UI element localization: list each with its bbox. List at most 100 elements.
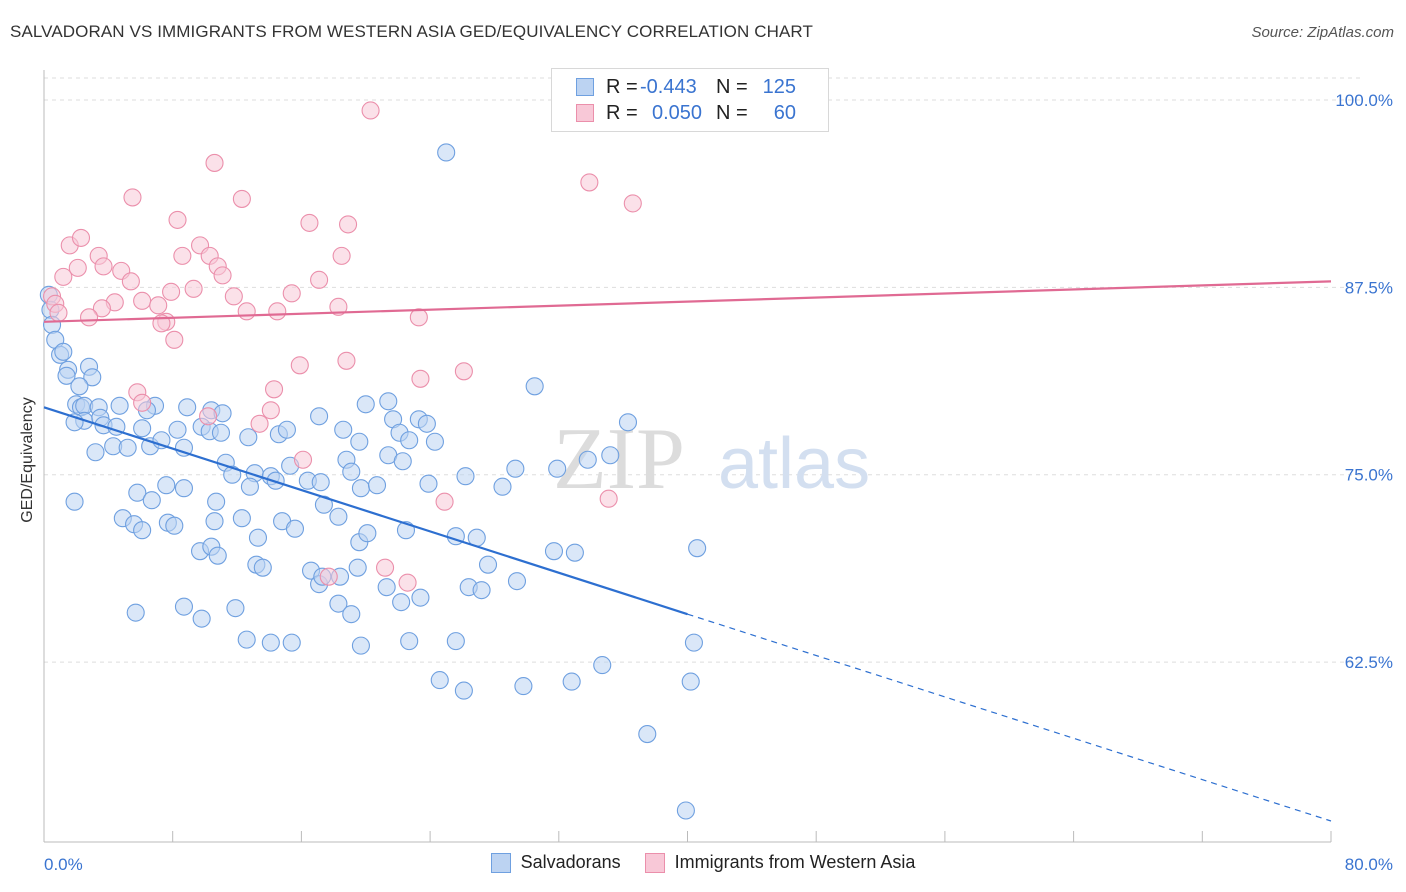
trend-line-salvadorans-extension xyxy=(687,613,1332,822)
point-immigrant xyxy=(54,267,73,286)
point-immigrant xyxy=(310,270,329,289)
point-immigrant xyxy=(184,279,203,298)
point-salvadoran xyxy=(578,450,597,469)
point-salvadoran xyxy=(282,633,301,652)
point-salvadoran xyxy=(419,474,438,493)
point-salvadoran xyxy=(65,492,84,511)
point-salvadoran xyxy=(261,633,280,652)
point-salvadoran xyxy=(393,452,412,471)
point-salvadoran xyxy=(456,467,475,486)
y-axis-title: GED/Equivalency xyxy=(19,397,36,523)
point-immigrant xyxy=(411,369,430,388)
tick-labels: 62.5% 75.0% 87.5% 100.0% 0.0% 80.0% xyxy=(44,91,1393,874)
n-label: N = xyxy=(716,101,748,124)
watermark-atlas: atlas xyxy=(718,424,870,504)
legend-item-immigrants[interactable]: Immigrants from Western Asia xyxy=(644,852,916,873)
point-immigrant xyxy=(149,296,168,315)
point-immigrant xyxy=(213,266,232,285)
point-immigrant xyxy=(376,558,395,577)
point-salvadoran xyxy=(174,597,194,616)
legend-item-salvadorans[interactable]: Salvadorans xyxy=(490,852,621,873)
point-salvadoran xyxy=(329,594,348,613)
point-immigrant xyxy=(173,246,192,265)
n-label: N = xyxy=(716,75,748,98)
point-salvadoran xyxy=(478,555,498,574)
point-salvadoran xyxy=(310,407,329,426)
point-salvadoran xyxy=(126,603,145,622)
point-salvadoran xyxy=(358,524,377,543)
point-salvadoran xyxy=(205,512,224,531)
trend-line-immigrants xyxy=(43,280,1332,323)
y-tick-label: 75.0% xyxy=(1345,466,1393,485)
n-value: 125 xyxy=(762,75,796,98)
trend-line-salvadorans xyxy=(43,406,688,616)
point-salvadoran xyxy=(192,609,211,628)
point-immigrant xyxy=(250,414,269,433)
point-salvadoran xyxy=(277,420,296,439)
point-salvadoran xyxy=(70,377,89,396)
point-salvadoran xyxy=(411,588,430,607)
point-salvadoran xyxy=(425,432,444,451)
legend-label-salvadorans: Salvadorans xyxy=(520,852,621,872)
point-immigrant xyxy=(339,215,358,234)
point-salvadoran xyxy=(133,521,152,540)
point-salvadoran xyxy=(601,446,620,465)
point-salvadoran xyxy=(514,677,533,696)
x-tick-label: 80.0% xyxy=(1345,855,1393,874)
point-immigrant xyxy=(265,380,284,399)
r-value: 0.050 xyxy=(652,101,703,124)
point-salvadoran xyxy=(157,476,176,495)
point-salvadoran xyxy=(248,528,268,547)
point-salvadoran xyxy=(223,465,242,484)
point-immigrant xyxy=(71,228,91,247)
y-tick-label: 87.5% xyxy=(1345,278,1393,297)
stats-legend: R = -0.443 N = 125 R = 0.050 N = 60 xyxy=(551,68,829,132)
point-immigrant xyxy=(261,401,280,420)
point-salvadoran xyxy=(168,420,187,439)
point-salvadoran xyxy=(400,431,419,450)
point-salvadoran xyxy=(377,578,396,597)
point-salvadoran xyxy=(507,572,527,591)
point-salvadoran xyxy=(688,539,707,558)
point-immigrant xyxy=(409,308,428,327)
point-salvadoran xyxy=(548,459,567,478)
point-salvadoran xyxy=(57,366,76,385)
pink-swatch xyxy=(644,852,665,873)
point-salvadoran xyxy=(118,438,137,457)
point-salvadoran xyxy=(54,342,73,361)
point-immigrant xyxy=(435,492,454,511)
point-salvadoran xyxy=(446,632,465,651)
legend-label-immigrants: Immigrants from Western Asia xyxy=(674,852,916,872)
point-salvadoran xyxy=(208,546,227,565)
point-salvadoran xyxy=(417,414,436,433)
point-salvadoran xyxy=(351,479,370,498)
point-salvadoran xyxy=(681,672,700,691)
series-legend: Salvadorans Immigrants from Western Asia xyxy=(0,852,1406,873)
point-immigrant xyxy=(282,284,301,303)
point-salvadoran xyxy=(379,392,398,411)
point-salvadoran xyxy=(86,443,105,462)
point-immigrant xyxy=(398,573,417,592)
pink-swatch xyxy=(576,104,594,122)
watermark-zip: ZIP xyxy=(553,411,685,508)
point-salvadoran xyxy=(142,491,161,510)
point-salvadoran xyxy=(334,420,353,439)
chart-title: SALVADORAN VS IMMIGRANTS FROM WESTERN AS… xyxy=(10,22,813,41)
point-immigrant xyxy=(599,489,618,508)
point-salvadoran xyxy=(239,428,258,447)
point-salvadoran xyxy=(110,396,129,415)
point-salvadoran xyxy=(128,483,147,502)
point-immigrant xyxy=(232,189,251,208)
point-salvadoran xyxy=(207,492,226,511)
point-immigrant xyxy=(268,302,287,321)
blue-swatch xyxy=(490,852,511,873)
point-immigrant xyxy=(121,272,140,291)
point-salvadoran xyxy=(454,681,473,700)
point-immigrant xyxy=(290,356,309,375)
blue-swatch xyxy=(576,78,594,96)
series-salvadorans xyxy=(39,143,707,820)
point-salvadoran xyxy=(525,377,544,396)
point-salvadoran xyxy=(133,419,152,438)
stats-row-immigrants: R = 0.050 N = 60 xyxy=(576,101,796,125)
point-salvadoran xyxy=(232,509,251,528)
